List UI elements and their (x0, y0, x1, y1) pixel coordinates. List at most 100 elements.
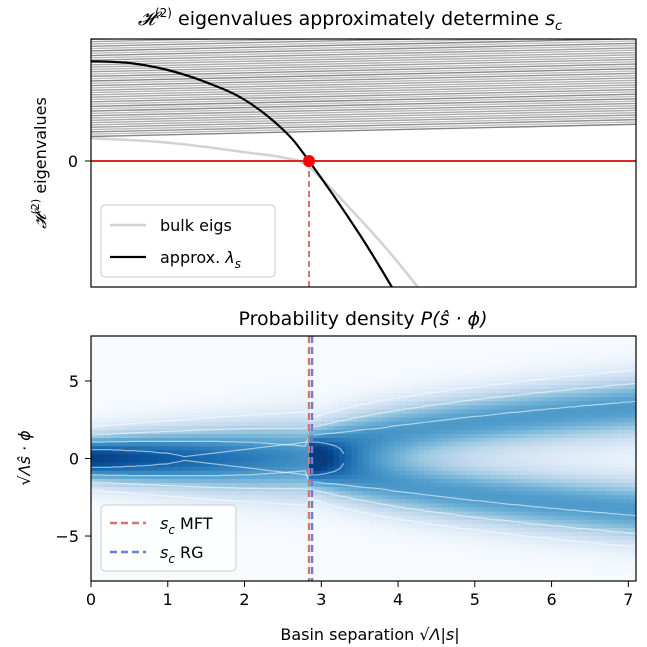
heatmap-cell (169, 438, 177, 443)
heatmap-cell (127, 458, 134, 464)
heatmap-cell (333, 385, 340, 390)
heatmap-cell (169, 425, 177, 431)
heatmap-cell (315, 483, 322, 488)
heatmap-cell (448, 548, 455, 554)
heatmap-cell (109, 397, 116, 402)
heatmap-cell (187, 466, 195, 472)
heatmap-cell (272, 576, 280, 581)
heatmap-cell (442, 474, 449, 480)
heatmap-cell (393, 425, 401, 431)
heatmap-cell (290, 421, 298, 427)
heatmap-cell (254, 340, 262, 345)
heatmap-cell (363, 344, 371, 349)
heatmap-cell (399, 523, 407, 529)
heatmap-cell (91, 544, 98, 549)
heatmap-cell (248, 376, 256, 382)
heatmap-cell (557, 515, 564, 521)
heatmap-cell (381, 491, 389, 496)
heatmap-cell (296, 401, 304, 407)
heatmap-cell (405, 532, 413, 537)
heatmap-cell (357, 405, 365, 411)
heatmap-cell (103, 385, 110, 390)
heatmap-cell (508, 364, 516, 370)
heatmap-cell (369, 523, 377, 529)
heatmap-cell (484, 511, 492, 517)
heatmap-cell (157, 352, 165, 358)
heatmap-cell (163, 421, 171, 427)
heatmap-cell (315, 372, 322, 378)
heatmap-cell (236, 572, 243, 578)
heatmap-cell (448, 360, 455, 366)
heatmap-cell (575, 344, 583, 349)
heatmap-cell (527, 438, 534, 443)
heatmap-cell (278, 474, 286, 480)
heatmap-cell (424, 409, 431, 415)
heatmap-cell (460, 483, 468, 488)
heatmap-cell (442, 340, 449, 345)
heatmap-cell (351, 417, 359, 423)
heatmap-cell (357, 454, 365, 460)
heatmap-cell (539, 466, 546, 472)
heatmap-cell (490, 438, 498, 443)
heatmap-cell (357, 401, 365, 407)
heatmap-cell (206, 336, 213, 341)
heatmap-cell (321, 405, 328, 411)
heatmap-cell (405, 434, 413, 439)
heatmap-cell (442, 564, 449, 570)
heatmap-cell (484, 540, 492, 545)
heatmap-cell (399, 564, 407, 570)
bulk-eigenvalue-line (91, 40, 636, 54)
heatmap-cell (248, 454, 256, 460)
heatmap-cell (539, 540, 546, 545)
heatmap-cell (472, 340, 480, 345)
heatmap-cell (490, 478, 498, 484)
heatmap-cell (321, 564, 328, 570)
heatmap-cell (333, 413, 340, 419)
heatmap-cell (527, 364, 534, 370)
heatmap-cell (327, 540, 334, 545)
heatmap-cell (302, 380, 310, 386)
heatmap-cell (490, 487, 498, 492)
heatmap-cell (200, 442, 207, 447)
heatmap-cell (339, 360, 346, 366)
heatmap-cell (175, 348, 183, 353)
heatmap-cell (454, 413, 461, 419)
heatmap-cell (206, 474, 213, 480)
heatmap-cell (539, 434, 546, 439)
heatmap-cell (472, 364, 480, 370)
heatmap-cell (321, 536, 328, 541)
heatmap-cell (91, 458, 98, 464)
heatmap-cell (315, 495, 322, 500)
heatmap-cell (484, 385, 492, 390)
heatmap-cell (187, 336, 195, 341)
heatmap-cell (381, 429, 389, 435)
heatmap-cell (533, 425, 540, 431)
heatmap-cell (363, 425, 371, 431)
heatmap-cell (387, 450, 395, 456)
heatmap-cell (484, 487, 492, 492)
heatmap-cell (266, 548, 274, 554)
heatmap-cell (206, 352, 213, 358)
heatmap-cell (381, 548, 389, 554)
heatmap-cell (260, 446, 268, 451)
heatmap-cell (260, 478, 268, 484)
heatmap-cell (103, 360, 110, 366)
heatmap-cell (266, 478, 274, 484)
heatmap-cell (278, 413, 286, 419)
heatmap-cell (254, 474, 262, 480)
heatmap-cell (375, 511, 383, 517)
heatmap-cell (581, 429, 589, 435)
heatmap-cell (454, 421, 461, 427)
heatmap-cell (157, 572, 165, 578)
heatmap-cell (484, 344, 492, 349)
heatmap-cell (121, 462, 128, 468)
heatmap-cell (369, 483, 377, 488)
heatmap-cell (321, 548, 328, 554)
heatmap-cell (490, 552, 498, 558)
heatmap-cell (460, 356, 468, 362)
heatmap-cell (224, 425, 231, 431)
heatmap-cell (327, 536, 334, 541)
heatmap-cell (357, 536, 365, 541)
heatmap-cell (460, 544, 468, 549)
heatmap-cell (103, 470, 110, 476)
